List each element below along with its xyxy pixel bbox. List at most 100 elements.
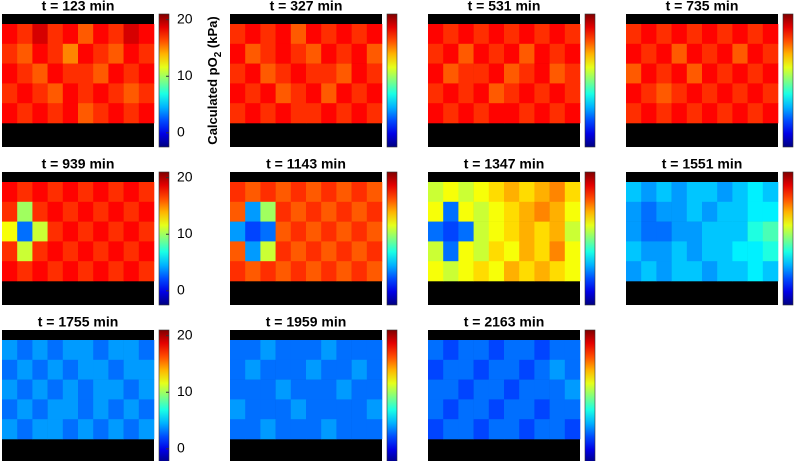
heat-cell [321,419,337,440]
heat-cell [504,43,520,64]
heat-cell [351,83,368,104]
heat-cell [549,221,566,242]
heat-cell [336,83,352,104]
heat-cell [351,103,368,124]
heat-cell [32,43,48,64]
heat-cell [275,83,292,104]
heat-cell [108,201,124,222]
heat-cell [93,24,109,45]
heat-cell [519,221,535,242]
heat-cell [443,379,459,400]
colorbar-tick-label: 0 [177,282,185,298]
heat-cell [108,43,124,64]
heat-cell [306,399,322,420]
heat-cell [62,359,79,380]
heat-cell [732,24,748,45]
heat-cell [123,399,140,420]
heat-cell [47,63,64,84]
heat-cell [47,359,64,380]
heat-cell [2,63,18,84]
heat-cell [78,221,94,242]
heat-cell [230,221,246,242]
heat-cell [47,24,64,45]
heat-cell [93,340,109,361]
heat-cell [717,43,733,64]
heat-cell [488,24,505,45]
heat-cell [62,63,79,84]
heat-cell [138,201,155,222]
heat-cell [534,103,550,124]
heat-cell [504,24,520,45]
heat-cell [504,399,520,420]
heat-cell [17,221,33,242]
heat-cell [93,103,109,124]
heat-cell [534,221,550,242]
panel-title: t = 939 min [42,156,115,172]
heat-cell [488,241,505,262]
heat-cell [336,379,352,400]
heat-cell [321,399,337,420]
heat-cell [732,221,748,242]
heat-cell [2,399,18,420]
heat-cell [245,43,261,64]
heat-cell [626,103,642,124]
heat-cell [2,83,18,104]
heat-cell [32,201,48,222]
heat-cell [123,340,140,361]
heat-cell [671,24,688,45]
heat-cell [366,83,383,104]
heat-cell [762,182,779,203]
heat-cell [32,399,48,420]
panel-title: t = 327 min [270,0,343,14]
heat-cell [260,241,276,262]
heat-cell [702,24,718,45]
heat-cell [2,241,18,262]
heat-cell [717,241,733,262]
heat-cell [458,261,474,282]
heat-cell [351,419,368,440]
heat-cell [93,399,109,420]
heat-cell [626,83,642,104]
heat-cell [138,379,155,400]
heat-cell [428,63,444,84]
heat-cell [488,43,505,64]
heat-cell [519,43,535,64]
heat-cell [321,24,337,45]
heat-cell [336,43,352,64]
heat-cell [473,182,490,203]
heat-cell [230,399,246,420]
heat-cell [336,221,352,242]
heat-cell [2,359,18,380]
heat-cell [458,399,474,420]
heat-cell [93,241,109,262]
heat-cell [306,83,322,104]
heat-cell [564,63,581,84]
heat-cell [306,24,322,45]
heat-cell [123,63,140,84]
heat-cell [747,24,764,45]
colorbar-label: Calculated pO2 (kPa) [205,16,223,144]
heat-cell [108,182,124,203]
heat-cell [47,399,64,420]
heat-cell [671,201,688,222]
heat-cell [62,24,79,45]
heat-cell [62,103,79,124]
heat-cell [138,43,155,64]
heat-cell [321,43,337,64]
heat-cell [549,24,566,45]
heat-cell [504,103,520,124]
heat-cell [108,399,124,420]
heat-cell [473,43,490,64]
heat-cell [519,419,535,440]
heat-cell [138,83,155,104]
heat-cell [641,83,657,104]
heat-cell [321,182,337,203]
heat-cell [641,63,657,84]
heat-cell [123,359,140,380]
heat-cell [443,182,459,203]
heat-cell [747,43,764,64]
colorbar [386,13,398,148]
heat-cell [732,241,748,262]
heat-cell [504,83,520,104]
